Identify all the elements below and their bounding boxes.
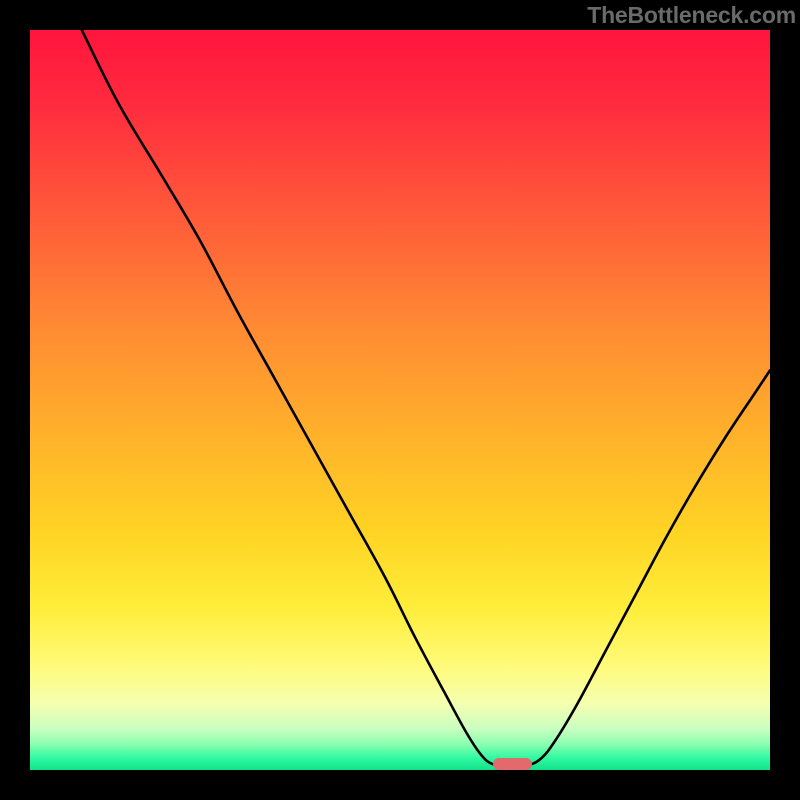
bottleneck-curve	[30, 30, 770, 770]
optimal-marker	[493, 758, 531, 770]
chart-container: TheBottleneck.com	[0, 0, 800, 800]
plot-area	[30, 30, 770, 770]
watermark-text: TheBottleneck.com	[587, 2, 796, 29]
